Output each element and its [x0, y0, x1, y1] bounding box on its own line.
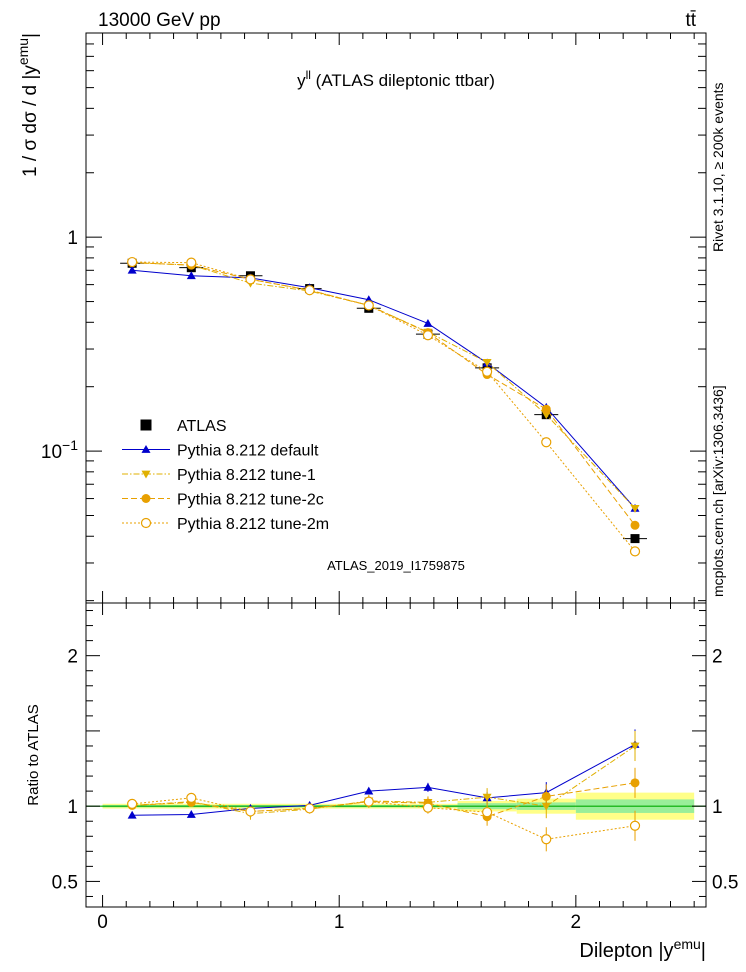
ratio-data-point: [423, 782, 433, 791]
ratio-y-tick-label: 1: [67, 797, 78, 818]
ratio-series-line: [132, 797, 636, 840]
ratio-y-tick-label: 0.5: [52, 872, 78, 893]
ratio-data-point: [186, 792, 197, 803]
ratio-y-tick-label-right: 1: [712, 797, 723, 818]
top-data-point: [482, 358, 492, 367]
ratio-panel-frame: [85, 602, 707, 908]
ratio-data-point: [482, 793, 492, 802]
legend-marker: [140, 517, 152, 529]
legend-marker: [141, 494, 151, 503]
ratio-data-point: [541, 834, 552, 845]
top-series-line: [132, 262, 636, 526]
legend-entry-label: Pythia 8.212 tune-2m: [177, 516, 329, 533]
x-tick-label: 1: [334, 912, 345, 933]
top-data-point: [186, 271, 196, 280]
ratio-data-point: [186, 809, 196, 818]
ratio-data-point: [482, 807, 493, 818]
top-data-point: [127, 265, 137, 274]
top-data-point: [630, 534, 640, 544]
ratio-y-tick-label-right: 0.5: [712, 872, 738, 893]
ratio-data-point: [364, 786, 374, 795]
ratio-data-point: [127, 798, 138, 810]
top-data-point: [630, 520, 640, 530]
rivet-label: Rivet 3.1.10, ≥ 200k events: [710, 82, 726, 252]
ratio-data-point: [541, 791, 551, 801]
legend-marker: [140, 419, 152, 431]
top-data-point: [363, 300, 374, 311]
top-data-point: [186, 257, 197, 268]
top-data-point: [245, 274, 256, 285]
top-data-point: [423, 318, 433, 327]
top-data-point: [127, 256, 138, 268]
ratio-data-point: [422, 802, 434, 813]
top-data-point: [629, 546, 641, 557]
legend-marker: [141, 470, 151, 479]
top-data-point: [422, 330, 434, 341]
top-data-point: [541, 411, 551, 420]
ratio-data-point: [630, 742, 640, 751]
analysis-watermark: ATLAS_2019_I1759875: [327, 558, 465, 573]
ratio-y-tick-label: 2: [67, 647, 78, 668]
process-label: tt̄: [685, 10, 696, 31]
top-data-point: [541, 437, 552, 448]
ratio-data-point: [245, 806, 256, 817]
top-data-point: [482, 366, 493, 377]
legend-marker: [141, 445, 151, 453]
legend-entry-label: Pythia 8.212 tune-1: [177, 467, 316, 484]
x-axis-label: Dilepton |yemu|: [579, 936, 706, 962]
legend-entry-label: Pythia 8.212 default: [177, 443, 319, 460]
ratio-y-tick-label-right: 2: [712, 647, 723, 668]
top-data-point: [541, 404, 551, 414]
ratio-data-point: [127, 810, 137, 819]
ratio-y-axis-label: Ratio to ATLAS: [25, 704, 42, 805]
top-y-tick-label: 1: [67, 228, 78, 249]
energy-label: 13000 GeV pp: [98, 10, 221, 31]
ratio-data-point: [629, 820, 641, 831]
legend-entry-label: ATLAS: [177, 418, 227, 435]
top-chart-title: yll (ATLAS dileptonic ttbar): [297, 68, 495, 90]
x-tick-label: 0: [97, 912, 108, 933]
x-tick-label: 2: [571, 912, 582, 933]
top-y-axis-label: 1 / σ dσ / d |yemu|: [15, 33, 41, 177]
ratio-data-point: [304, 803, 315, 814]
legend-entry-label: Pythia 8.212 tune-2c: [177, 492, 324, 509]
top-y-tick-label: 10−1: [41, 437, 78, 463]
ratio-data-point: [363, 796, 374, 807]
mcplots-label: mcplots.cern.ch [arXiv:1306.3436]: [710, 385, 726, 597]
top-data-point: [304, 285, 315, 296]
ratio-data-point: [630, 778, 640, 788]
top-data-point: [630, 504, 640, 513]
